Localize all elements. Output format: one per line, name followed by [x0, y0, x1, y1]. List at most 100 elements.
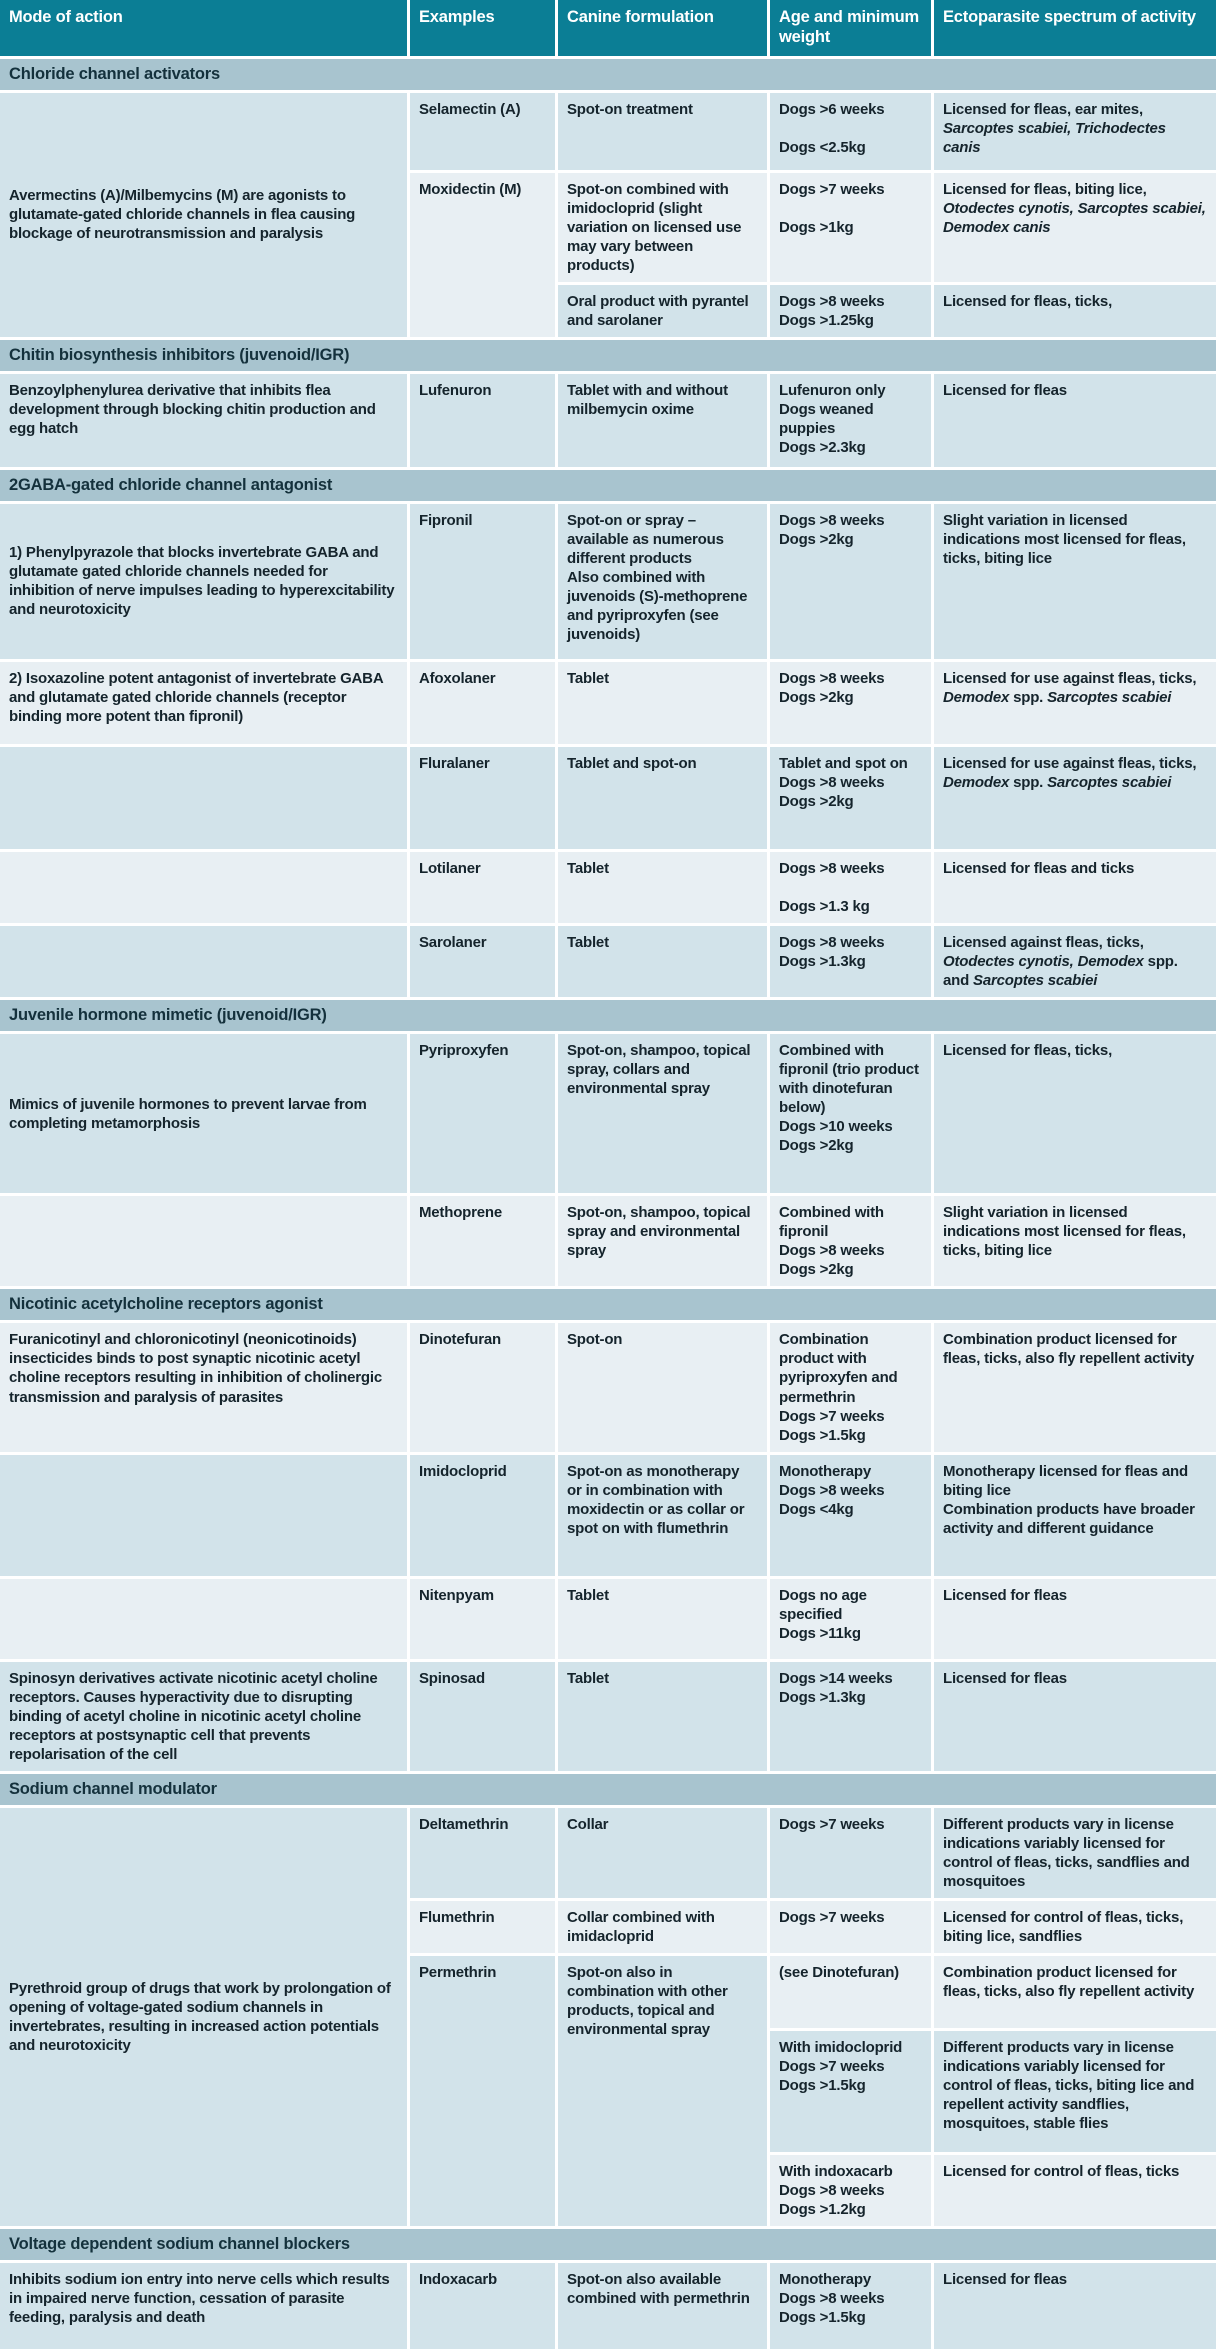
cell-spectrum: Licensed for fleas	[934, 2263, 1216, 2352]
cell-formulation: Spot-on treatment	[558, 92, 770, 173]
cell-example: Nitenpyam	[410, 1578, 558, 1662]
cell-spectrum: Licensed for fleas	[934, 1578, 1216, 1662]
cell-spectrum: Licensed for control of fleas, ticks	[934, 2155, 1216, 2230]
cell-spectrum: Monotherapy licensed for fleas and bitin…	[934, 1454, 1216, 1579]
cell-age: Dogs no age specified Dogs >11kg	[770, 1578, 934, 1662]
table-row: Nitenpyam Tablet Dogs no age specified Dog…	[0, 1578, 1216, 1662]
cell-example: Lufenuron	[410, 373, 558, 470]
table-row: Moxidectin (M) Spot-on combined with imid…	[0, 172, 1216, 340]
cell-example: Fipronil	[410, 503, 558, 662]
cell-example: Permethrin	[410, 1956, 558, 2230]
table-row: Avermectins (A)/Milbemycins (M) are agon…	[0, 92, 1216, 340]
table-row: 1) Phenylpyrazole that blocks invertebra…	[0, 503, 1216, 662]
cell-age: Combination product with pyriproxyfen an…	[770, 1323, 934, 1455]
table-row: Furanicotinyl and chloronicotinyl (neoni…	[0, 1323, 1216, 1455]
cell-example: Flumethrin	[410, 1901, 558, 1957]
cell-example: Lotilaner	[410, 851, 558, 927]
cell-formulation: Collar	[558, 1807, 770, 1902]
cell-example: Indoxacarb	[410, 2263, 558, 2352]
cell-formulation: Spot-on also available combined with per…	[558, 2263, 770, 2352]
cell-formulation: Tablet and spot-on	[558, 746, 770, 852]
cell-mode: 2) Isoxazoline potent antagonist of inve…	[0, 661, 410, 747]
col-header-mode-of-action: Mode of action	[0, 0, 410, 59]
cell-example: Methoprene	[410, 1196, 558, 1290]
cell-mode	[0, 926, 410, 1001]
cell-age: Dogs >8 weeks Dogs >2kg	[770, 503, 934, 662]
cell-spectrum: Licensed for fleas, biting lice, Otodect…	[934, 172, 1216, 285]
cell-formulation: Tablet	[558, 1661, 770, 1774]
cell-spectrum: Licensed against fleas, ticks, Otodectes…	[934, 926, 1216, 1001]
cell-mode: Mimics of juvenile hormones to prevent l…	[0, 1034, 410, 1197]
section-band: Chloride channel activators	[0, 58, 1216, 93]
cell-age: Dogs >7 weeks	[770, 1901, 934, 1957]
cell-formulation: Spot-on combined with imidocloprid (slig…	[558, 172, 770, 285]
cell-formulation: Oral product with pyrantel and sarolaner	[558, 284, 770, 340]
cell-age: With indoxacarb Dogs >8 weeks Dogs >1.2k…	[770, 2155, 934, 2230]
col-header-age-min-weight: Age and minimum weight	[770, 0, 934, 59]
table-row: Flumethrin Collar combined with imidaclop…	[0, 1901, 1216, 1957]
cell-mode	[0, 1454, 410, 1579]
col-header-ectoparasite-spectrum: Ectoparasite spectrum of activity	[934, 0, 1216, 59]
table-row: With imidocloprid Dogs >7 weeks Dogs >1.…	[0, 2031, 1216, 2156]
cell-mode	[0, 851, 410, 927]
section-band-row: Juvenile hormone mimetic (juvenoid/IGR)	[0, 1000, 1216, 1035]
cell-spectrum: Licensed for fleas	[934, 1661, 1216, 1774]
cell-formulation: Spot-on also in combination with other p…	[558, 1956, 770, 2230]
cell-example: Selamectin (A)	[410, 92, 558, 173]
cell-mode	[0, 746, 410, 852]
cell-formulation: Tablet with and without milbemycin oxime	[558, 373, 770, 470]
table-row: Lotilaner Tablet Dogs >8 weeks Dogs >1.3 k…	[0, 851, 1216, 927]
cell-age: Dogs >8 weeks Dogs >1.3 kg	[770, 851, 934, 927]
cell-age: Dogs >14 weeks Dogs >1.3kg	[770, 1661, 934, 1774]
cell-age: Monotherapy Dogs >8 weeks Dogs >1.5kg	[770, 2263, 934, 2352]
cell-spectrum: Licensed for use against fleas, ticks, D…	[934, 661, 1216, 747]
cell-age: Dogs >6 weeks Dogs <2.5kg	[770, 92, 934, 173]
cell-spectrum: Licensed for fleas, ear mites, Sarcoptes…	[934, 92, 1216, 173]
cell-age: (see Dinotefuran)	[770, 1956, 934, 2032]
table-row: Spinosyn derivatives activate nicotinic …	[0, 1661, 1216, 1774]
cell-formulation: Spot-on, shampoo, topical spray and envi…	[558, 1196, 770, 1290]
cell-mode: Pyrethroid group of drugs that work by p…	[0, 1807, 410, 2230]
section-band: 2GABA-gated chloride channel antagonist	[0, 469, 1216, 504]
cell-spectrum: Slight variation in licensed indications…	[934, 503, 1216, 662]
section-band-row: Sodium channel modulator	[0, 1773, 1216, 1808]
cell-age: Lufenuron only Dogs weaned puppies Dogs …	[770, 373, 934, 470]
cell-spectrum: Different products vary in license indic…	[934, 2031, 1216, 2156]
cell-age: Tablet and spot on Dogs >8 weeks Dogs >2…	[770, 746, 934, 852]
cell-spectrum: Licensed for fleas and ticks	[934, 851, 1216, 927]
cell-formulation: Spot-on	[558, 1323, 770, 1455]
table-row: Benzoylphenylurea derivative that inhibi…	[0, 373, 1216, 470]
cell-spectrum: Licensed for fleas, ticks,	[934, 284, 1216, 340]
table-row: Inhibits sodium ion entry into nerve cel…	[0, 2263, 1216, 2352]
cell-formulation: Spot-on as monotherapy or in combination…	[558, 1454, 770, 1579]
cell-formulation: Tablet	[558, 851, 770, 927]
cell-example: Fluralaner	[410, 746, 558, 852]
cell-example: Pyriproxyfen	[410, 1034, 558, 1197]
section-band: Nicotinic acetylcholine receptors agonis…	[0, 1289, 1216, 1324]
cell-spectrum: Combination product licensed for fleas, …	[934, 1323, 1216, 1455]
cell-spectrum: Licensed for control of fleas, ticks, bi…	[934, 1901, 1216, 1957]
cell-age: With imidocloprid Dogs >7 weeks Dogs >1.…	[770, 2031, 934, 2156]
cell-example: Moxidectin (M)	[410, 172, 558, 340]
table-row: Fluralaner Tablet and spot-on Tablet and s…	[0, 746, 1216, 852]
cell-mode: Avermectins (A)/Milbemycins (M) are agon…	[0, 92, 410, 340]
cell-formulation: Spot-on, shampoo, topical spray, collars…	[558, 1034, 770, 1197]
cell-mode	[0, 1196, 410, 1290]
table-row: 2) Isoxazoline potent antagonist of inve…	[0, 661, 1216, 747]
cell-age: Dogs >7 weeks	[770, 1807, 934, 1902]
cell-formulation: Collar combined with imidacloprid	[558, 1901, 770, 1957]
table-row: Imidocloprid Spot-on as monotherapy or in…	[0, 1454, 1216, 1579]
table-row: Pyrethroid group of drugs that work by p…	[0, 1807, 1216, 2230]
section-band: Sodium channel modulator	[0, 1773, 1216, 1808]
cell-spectrum: Combination product licensed for fleas, …	[934, 1956, 1216, 2032]
cell-age: Dogs >8 weeks Dogs >1.25kg	[770, 284, 934, 340]
cell-mode: Benzoylphenylurea derivative that inhibi…	[0, 373, 410, 470]
section-band-row: Chitin biosynthesis inhibitors (juvenoid…	[0, 339, 1216, 374]
cell-age: Monotherapy Dogs >8 weeks Dogs <4kg	[770, 1454, 934, 1579]
table-row: Oral product with pyrantel and sarolaner…	[0, 284, 1216, 340]
cell-mode: Furanicotinyl and chloronicotinyl (neoni…	[0, 1323, 410, 1455]
cell-example: Dinotefuran	[410, 1323, 558, 1455]
table-row: Permethrin Spot-on also in combination wi…	[0, 1956, 1216, 2230]
cell-age: Dogs >8 weeks Dogs >1.3kg	[770, 926, 934, 1001]
